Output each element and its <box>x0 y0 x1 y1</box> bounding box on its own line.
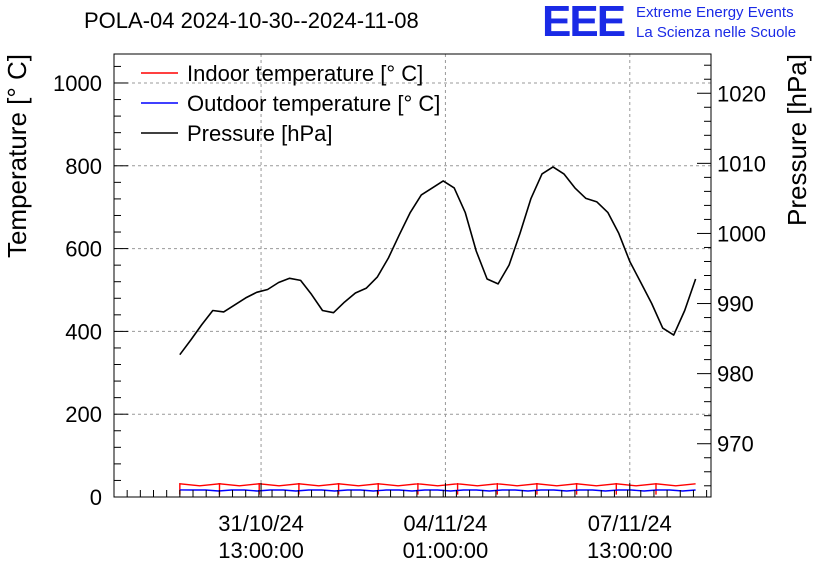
x-tick-label-time: 01:00:00 <box>403 538 489 563</box>
y2-tick-label: 1020 <box>717 81 766 106</box>
y-tick-label: 600 <box>65 237 102 262</box>
x-tick-label-time: 13:00:00 <box>587 538 673 563</box>
y2-tick-label: 970 <box>717 432 754 457</box>
x-tick-label-date: 31/10/24 <box>218 511 304 536</box>
left-axis-title: Temperature [° C] <box>2 54 32 258</box>
right-axis-tick-labels: 970 980 990 1000 1010 1020 <box>717 81 766 456</box>
indoor-temperature-line <box>179 482 696 495</box>
x-axis-tick-labels: 31/10/2413:00:0004/11/2401:00:0007/11/24… <box>218 511 672 563</box>
eee-branding-text: Extreme Energy Events La Scienza nelle S… <box>636 3 796 43</box>
outdoor-temperature-line <box>179 489 696 492</box>
legend-item-outdoor-label: Outdoor temperature [° C] <box>187 91 440 116</box>
y-tick-label: 800 <box>65 154 102 179</box>
eee-logo: EEE <box>542 0 626 46</box>
y-tick-label: 1000 <box>53 71 102 96</box>
axis-ticks <box>114 64 711 498</box>
x-tick-label-date: 07/11/24 <box>588 511 672 536</box>
y-tick-label: 200 <box>65 402 102 427</box>
series-layer <box>179 166 697 495</box>
left-axis-tick-labels: 0 200 400 600 800 1000 <box>53 71 102 510</box>
y2-tick-label: 990 <box>717 292 754 317</box>
chart-title: POLA-04 2024-10-30--2024-11-08 <box>84 8 419 33</box>
branding-line-1: Extreme Energy Events <box>636 4 794 21</box>
y-tick-label: 400 <box>65 319 102 344</box>
branding-line-2: La Scienza nelle Scuole <box>636 24 797 41</box>
grid-lines <box>114 54 711 497</box>
legend-item-indoor-label: Indoor temperature [° C] <box>187 61 423 86</box>
y2-tick-label: 1010 <box>717 151 766 176</box>
y-tick-label: 0 <box>90 485 102 510</box>
legend-item-pressure-label: Pressure [hPa] <box>187 121 333 146</box>
legend: Indoor temperature [° C] Outdoor temperat… <box>141 61 440 146</box>
y2-tick-label: 1000 <box>717 221 766 246</box>
pressure-line <box>179 166 697 356</box>
x-tick-label-date: 04/11/24 <box>403 511 487 536</box>
x-tick-label-time: 13:00:00 <box>218 538 304 563</box>
right-axis-title: Pressure [hPa] <box>782 54 812 226</box>
y2-tick-label: 980 <box>717 362 754 387</box>
